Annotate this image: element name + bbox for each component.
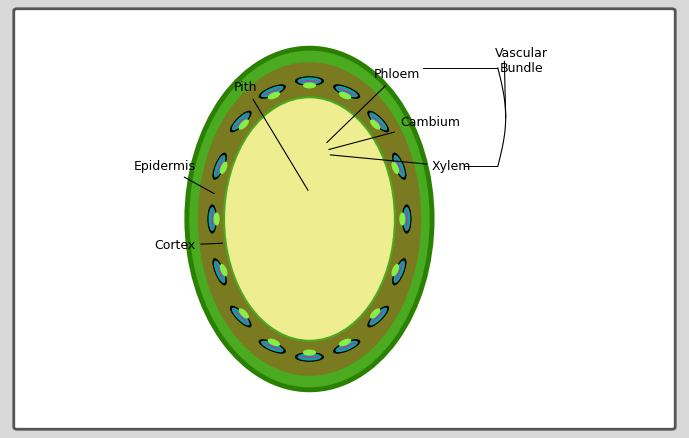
Ellipse shape xyxy=(214,261,225,283)
Ellipse shape xyxy=(238,308,249,318)
Ellipse shape xyxy=(406,208,407,230)
Ellipse shape xyxy=(337,87,357,95)
Ellipse shape xyxy=(369,113,387,131)
Ellipse shape xyxy=(298,353,322,360)
Ellipse shape xyxy=(395,262,404,282)
Ellipse shape xyxy=(298,78,322,85)
Ellipse shape xyxy=(238,120,249,130)
Ellipse shape xyxy=(395,156,404,176)
Text: Xylem: Xylem xyxy=(330,155,471,173)
Ellipse shape xyxy=(391,264,399,276)
Ellipse shape xyxy=(399,212,405,226)
Ellipse shape xyxy=(214,212,220,226)
Ellipse shape xyxy=(393,258,406,285)
Ellipse shape xyxy=(216,156,224,176)
Text: Cambium: Cambium xyxy=(329,116,460,149)
Ellipse shape xyxy=(209,207,216,231)
Ellipse shape xyxy=(233,309,248,324)
Ellipse shape xyxy=(268,339,280,346)
Ellipse shape xyxy=(368,111,389,132)
Ellipse shape xyxy=(232,307,249,325)
Ellipse shape xyxy=(208,205,216,233)
Ellipse shape xyxy=(393,155,405,177)
Ellipse shape xyxy=(261,341,283,352)
Ellipse shape xyxy=(261,86,283,97)
Ellipse shape xyxy=(370,308,380,318)
Text: Epidermis: Epidermis xyxy=(134,160,214,194)
Ellipse shape xyxy=(303,82,316,88)
Ellipse shape xyxy=(333,85,360,99)
Ellipse shape xyxy=(370,120,380,130)
Ellipse shape xyxy=(402,205,411,233)
Ellipse shape xyxy=(337,343,357,351)
Text: Cortex: Cortex xyxy=(154,239,223,252)
Ellipse shape xyxy=(336,86,358,97)
Ellipse shape xyxy=(259,85,285,99)
Ellipse shape xyxy=(220,264,227,276)
Ellipse shape xyxy=(212,208,213,230)
Ellipse shape xyxy=(303,350,316,356)
Ellipse shape xyxy=(391,162,399,174)
Ellipse shape xyxy=(268,92,280,99)
Ellipse shape xyxy=(187,48,432,390)
Ellipse shape xyxy=(216,262,224,282)
Ellipse shape xyxy=(371,114,386,129)
Text: Vascular
Bundle: Vascular Bundle xyxy=(495,47,548,75)
Ellipse shape xyxy=(224,97,395,341)
Ellipse shape xyxy=(232,113,249,131)
Ellipse shape xyxy=(393,153,406,180)
Ellipse shape xyxy=(263,87,282,95)
Text: Pith: Pith xyxy=(234,81,308,191)
Ellipse shape xyxy=(263,343,282,351)
Ellipse shape xyxy=(295,353,324,361)
Ellipse shape xyxy=(403,207,411,231)
Ellipse shape xyxy=(198,62,421,376)
Ellipse shape xyxy=(371,309,386,324)
Ellipse shape xyxy=(339,339,351,346)
Ellipse shape xyxy=(213,258,227,285)
Ellipse shape xyxy=(220,162,227,174)
Ellipse shape xyxy=(213,153,227,180)
Ellipse shape xyxy=(233,114,248,129)
Ellipse shape xyxy=(214,155,225,177)
Text: Phloem: Phloem xyxy=(327,68,420,143)
Ellipse shape xyxy=(368,306,389,327)
Ellipse shape xyxy=(339,92,351,99)
Ellipse shape xyxy=(369,307,387,325)
Ellipse shape xyxy=(230,306,251,327)
Ellipse shape xyxy=(393,261,405,283)
Ellipse shape xyxy=(259,339,285,353)
Ellipse shape xyxy=(230,111,251,132)
Ellipse shape xyxy=(295,77,324,85)
Ellipse shape xyxy=(336,341,358,352)
Ellipse shape xyxy=(333,339,360,353)
